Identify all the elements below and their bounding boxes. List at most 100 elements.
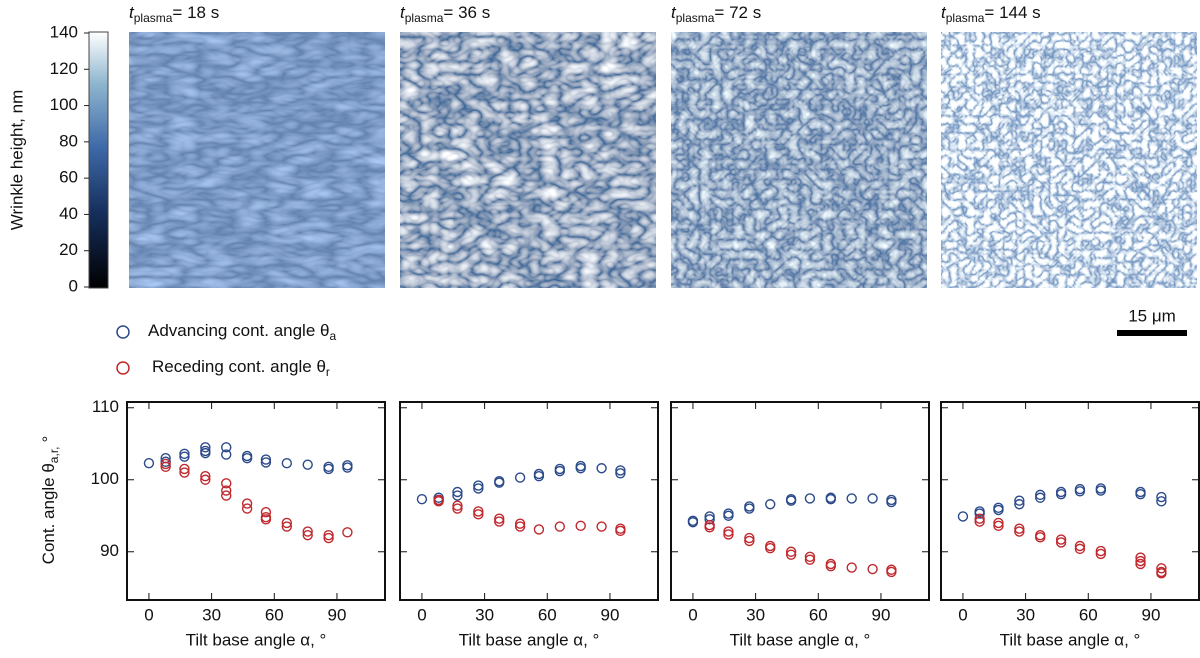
data-point [260,514,272,525]
data-point [1135,488,1146,500]
x-tick-label: 30 [746,605,765,624]
data-point [323,530,334,541]
data-point [554,465,566,477]
data-point [1074,483,1086,495]
data-point [179,451,190,462]
data-point [1135,552,1146,563]
data-point [433,494,444,506]
data-point [514,518,526,529]
x-tick-label: 0 [688,605,697,624]
data-point [143,458,155,469]
y-tick-label: 110 [92,397,119,416]
title-symbol: t [400,3,406,22]
data-point [575,463,586,474]
data-point [514,521,526,532]
data-point [1035,492,1046,503]
data-point [1035,532,1046,543]
data-point [473,509,484,520]
data-point [1014,495,1025,506]
plot-frame [670,401,930,601]
data-point [596,463,607,474]
data-point [342,462,353,473]
data-point [302,526,313,537]
colorbar-tick-label: 0 [69,276,78,295]
data-point [221,485,232,496]
title-symbol: t [671,3,677,22]
colorbar-tick-label: 60 [59,168,78,187]
data-point [804,551,816,562]
colorbar-tick-label: 80 [59,131,78,150]
y-axis-label: Cont. angle θa,r,° [39,436,61,565]
data-point [765,542,776,554]
data-point [1055,486,1067,498]
title-text: = 18 s [172,3,219,22]
data-point [744,532,755,544]
data-point [1035,489,1046,501]
wrinkle-image [129,32,385,288]
data-point [704,522,715,533]
colorbar-tick-label: 100 [50,95,78,114]
data-point [494,516,505,527]
data-point [221,490,232,501]
data-point [867,563,878,575]
plot-frame [126,401,386,601]
data-point [533,524,545,535]
data-point [1014,526,1025,537]
data-point [974,513,985,524]
data-point [533,470,545,482]
x-tick-label: 30 [475,605,494,624]
data-point [744,501,755,512]
data-point [1156,491,1167,503]
data-point [179,463,190,475]
panel-title: tplasma= 36 s [400,3,490,25]
data-point [241,503,253,514]
data-point [1055,534,1067,545]
data-point [473,506,484,517]
wrinkle-image [941,32,1197,288]
data-point [260,457,272,468]
wrinkle-image [671,32,927,288]
data-point [596,521,607,532]
legend-marker [116,325,130,339]
data-point [744,535,755,547]
data-point [1156,496,1167,507]
data-point [886,566,897,578]
title-text: = 36 s [443,3,490,22]
data-point [514,472,526,483]
data-point [804,493,816,504]
x-axis-label: Tilt base angle α, ° [186,630,327,649]
data-point [452,486,463,498]
title-symbol: t [941,3,947,22]
data-point [765,499,776,510]
data-point [1156,568,1167,579]
x-tick-label: 0 [144,605,153,624]
y-tick-label: 100 [91,469,119,488]
scale-bar-label: 15 μm [1128,306,1176,325]
colorbar-label: Wrinkle height, nm [7,90,26,230]
data-point [416,494,428,505]
data-point [723,526,734,537]
data-point [1135,555,1146,567]
data-point [974,516,985,527]
data-point [342,527,353,538]
title-symbol: t [129,3,135,22]
data-point [957,511,969,522]
data-point [221,449,232,460]
data-point [974,506,985,517]
data-point [867,493,878,504]
x-tick-label: 90 [1141,605,1160,624]
data-point [575,520,586,532]
colorbar-tick-label: 40 [59,204,78,223]
data-point [473,480,484,491]
data-point [260,506,272,518]
data-point [1095,545,1107,557]
x-axis-label: Tilt base angle α, ° [1000,630,1141,649]
legend-label: Advancing cont. angle θa [148,321,336,343]
wrinkle-image [400,32,656,288]
data-point [886,496,897,508]
data-point [452,503,463,514]
title-text: = 72 s [714,3,761,22]
data-point [993,517,1004,529]
data-point [221,478,232,489]
data-point [260,454,272,465]
